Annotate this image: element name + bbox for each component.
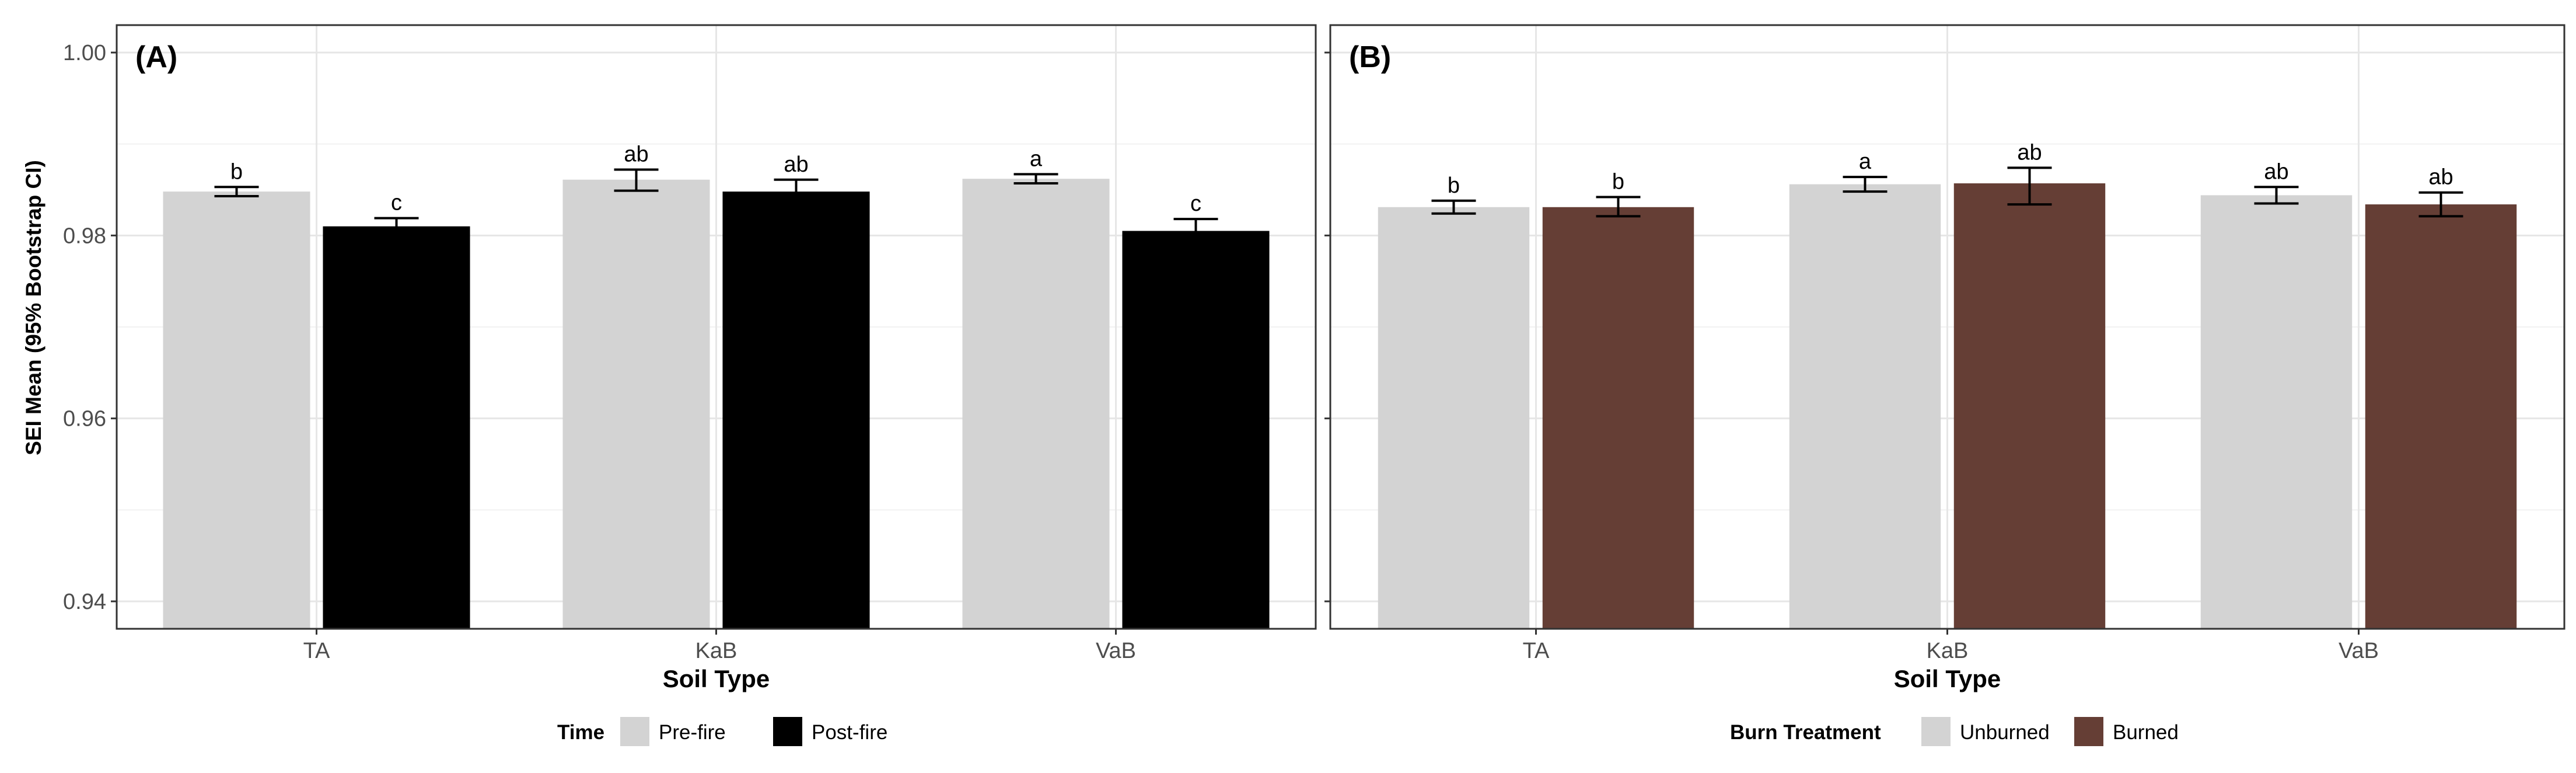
x-tick-label: KaB bbox=[695, 639, 738, 663]
bar-pre-fire-kab bbox=[562, 179, 710, 629]
significance-letter: b bbox=[230, 159, 243, 184]
panel-label: (A) bbox=[135, 40, 177, 74]
x-tick-label: TA bbox=[303, 639, 330, 663]
significance-letter: ab bbox=[2428, 165, 2453, 190]
bar-post-fire-vab bbox=[1122, 231, 1270, 629]
x-tick-label: VaB bbox=[1096, 639, 1136, 663]
y-tick-label: 0.98 bbox=[63, 224, 106, 248]
x-axis-title: Soil Type bbox=[663, 665, 770, 692]
y-axis-title: SEI Mean (95% Bootstrap CI) bbox=[22, 160, 46, 455]
y-tick-label: 0.96 bbox=[63, 407, 106, 431]
bar-burned-ta bbox=[1542, 207, 1694, 629]
legend-label: Pre-fire bbox=[659, 721, 726, 744]
significance-letter: ab bbox=[2264, 159, 2288, 184]
legend-title: Time bbox=[557, 721, 604, 744]
x-axis-title: Soil Type bbox=[1894, 665, 2001, 692]
legend-label: Unburned bbox=[1960, 721, 2050, 744]
bar-unburned-ta bbox=[1378, 207, 1530, 629]
y-tick-label: 1.00 bbox=[63, 41, 106, 65]
significance-letter: c bbox=[1190, 191, 1201, 216]
significance-letter: ab bbox=[784, 152, 808, 177]
significance-letter: ab bbox=[624, 142, 648, 167]
legend-label: Post-fire bbox=[812, 721, 887, 744]
legend-swatch bbox=[2074, 717, 2103, 746]
bar-unburned-kab bbox=[1789, 184, 1941, 629]
bar-unburned-vab bbox=[2200, 195, 2353, 629]
x-tick-label: TA bbox=[1523, 639, 1550, 663]
legend-label: Burned bbox=[2113, 721, 2179, 744]
significance-letter: a bbox=[1859, 149, 1872, 174]
significance-letter: b bbox=[1612, 170, 1624, 194]
significance-letter: ab bbox=[2017, 140, 2042, 165]
bar-pre-fire-ta bbox=[163, 191, 310, 629]
bar-post-fire-kab bbox=[722, 191, 870, 629]
bar-pre-fire-vab bbox=[962, 179, 1110, 629]
legend-swatch bbox=[773, 717, 802, 746]
legend-swatch bbox=[620, 717, 649, 746]
bar-burned-kab bbox=[1953, 183, 2106, 629]
significance-letter: a bbox=[1030, 147, 1043, 171]
legend-title: Burn Treatment bbox=[1730, 721, 1881, 744]
x-tick-label: KaB bbox=[1927, 639, 1969, 663]
panel-label: (B) bbox=[1349, 40, 1391, 74]
legend-swatch bbox=[1921, 717, 1951, 746]
significance-letter: c bbox=[391, 191, 402, 215]
x-tick-label: VaB bbox=[2339, 639, 2379, 663]
y-tick-label: 0.94 bbox=[63, 590, 106, 614]
bar-post-fire-ta bbox=[323, 226, 470, 629]
significance-letter: b bbox=[1448, 173, 1460, 198]
bar-burned-vab bbox=[2365, 204, 2517, 629]
